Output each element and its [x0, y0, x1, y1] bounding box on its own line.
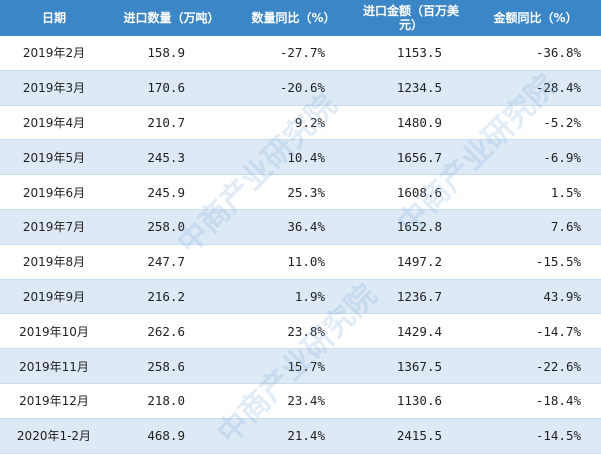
table-cell: 36.4% [235, 209, 352, 245]
table-cell: 1656.7 [352, 139, 470, 176]
table-cell: 2019年5月 [0, 139, 108, 176]
table-cell: 2019年11月 [0, 348, 108, 384]
table-cell: -27.7% [235, 36, 352, 71]
table-cell: 11.0% [235, 244, 352, 280]
table-cell: 216.2 [108, 279, 235, 315]
table-cell: 10.4% [235, 139, 352, 176]
table-cell: 1130.6 [352, 383, 470, 419]
table-cell: -6.9% [470, 139, 601, 176]
table-row: 2019年6月 245.9 25.3% 1608.6 1.5% [0, 174, 601, 210]
table-cell: 1367.5 [352, 348, 470, 384]
table-cell: -20.6% [235, 70, 352, 106]
header-row: 日期 进口数量（万吨） 数量同比（%） 进口金额（百万美元） 金额同比（%） [0, 0, 601, 36]
table-cell: 23.4% [235, 383, 352, 419]
table-cell: 2019年2月 [0, 36, 108, 71]
table-cell: 21.4% [235, 418, 352, 454]
table-cell: 1236.7 [352, 279, 470, 315]
table-cell: 25.3% [235, 174, 352, 210]
table-cell: 2019年9月 [0, 279, 108, 315]
table-cell: 218.0 [108, 383, 235, 419]
table-cell: 1497.2 [352, 244, 470, 280]
table-row: 2019年2月 158.9 -27.7% 1153.5 -36.8% [0, 36, 601, 71]
table-cell: 23.8% [235, 313, 352, 350]
header-cell: 金额同比（%） [470, 0, 601, 36]
table-cell: 1.5% [470, 174, 601, 210]
table-cell: 1608.6 [352, 174, 470, 210]
table-cell: 15.7% [235, 348, 352, 384]
table-cell: -14.5% [470, 418, 601, 454]
table-cell: -5.2% [470, 105, 601, 141]
header-cell: 日期 [0, 0, 108, 36]
table-cell: -14.7% [470, 313, 601, 350]
header-cell: 进口数量（万吨） [108, 0, 235, 36]
table-row: 2019年10月 262.6 23.8% 1429.4 -14.7% [0, 313, 601, 350]
table-cell: 2019年4月 [0, 105, 108, 141]
table-row: 2020年1-2月 468.9 21.4% 2415.5 -14.5% [0, 418, 601, 454]
table-cell: 1.9% [235, 279, 352, 315]
table-cell: 2019年8月 [0, 244, 108, 280]
header-cell: 进口金额（百万美元） [352, 0, 470, 36]
table-cell: 9.2% [235, 105, 352, 141]
table-cell: 1652.8 [352, 209, 470, 245]
table-cell: 170.6 [108, 70, 235, 106]
table-cell: 245.9 [108, 174, 235, 210]
table-cell: -36.8% [470, 36, 601, 71]
table-row: 2019年12月 218.0 23.4% 1130.6 -18.4% [0, 383, 601, 419]
table-cell: 210.7 [108, 105, 235, 141]
table-row: 2019年7月 258.0 36.4% 1652.8 7.6% [0, 209, 601, 245]
table-row: 2019年11月 258.6 15.7% 1367.5 -22.6% [0, 348, 601, 384]
table-cell: 2019年7月 [0, 209, 108, 245]
table-cell: 1429.4 [352, 313, 470, 350]
table-row: 2019年4月 210.7 9.2% 1480.9 -5.2% [0, 105, 601, 141]
table-row: 2019年5月 245.3 10.4% 1656.7 -6.9% [0, 139, 601, 176]
header-cell: 数量同比（%） [235, 0, 352, 36]
table-cell: 2020年1-2月 [0, 418, 108, 454]
table-cell: 2019年10月 [0, 313, 108, 350]
table-cell: 2019年3月 [0, 70, 108, 106]
table-cell: 247.7 [108, 244, 235, 280]
table-row: 2019年9月 216.2 1.9% 1236.7 43.9% [0, 279, 601, 315]
table-cell: 468.9 [108, 418, 235, 454]
table-cell: -22.6% [470, 348, 601, 384]
table-cell: 262.6 [108, 313, 235, 350]
table-body: 2019年2月 158.9 -27.7% 1153.5 -36.8% 2019年3月 170… [0, 36, 601, 454]
table-cell: -15.5% [470, 244, 601, 280]
table-cell: 258.6 [108, 348, 235, 384]
table-cell: 2415.5 [352, 418, 470, 454]
table-cell: 1153.5 [352, 36, 470, 71]
table-cell: -28.4% [470, 70, 601, 106]
table-cell: 2019年12月 [0, 383, 108, 419]
table-row: 2019年3月 170.6 -20.6% 1234.5 -28.4% [0, 70, 601, 106]
table-cell: 1234.5 [352, 70, 470, 106]
table-cell: 245.3 [108, 139, 235, 176]
table-cell: 158.9 [108, 36, 235, 71]
table-cell: 43.9% [470, 279, 601, 315]
table-cell: 7.6% [470, 209, 601, 245]
table-row: 2019年8月 247.7 11.0% 1497.2 -15.5% [0, 244, 601, 280]
table-cell: -18.4% [470, 383, 601, 419]
table-cell: 2019年6月 [0, 174, 108, 210]
table-cell: 258.0 [108, 209, 235, 245]
table-cell: 1480.9 [352, 105, 470, 141]
